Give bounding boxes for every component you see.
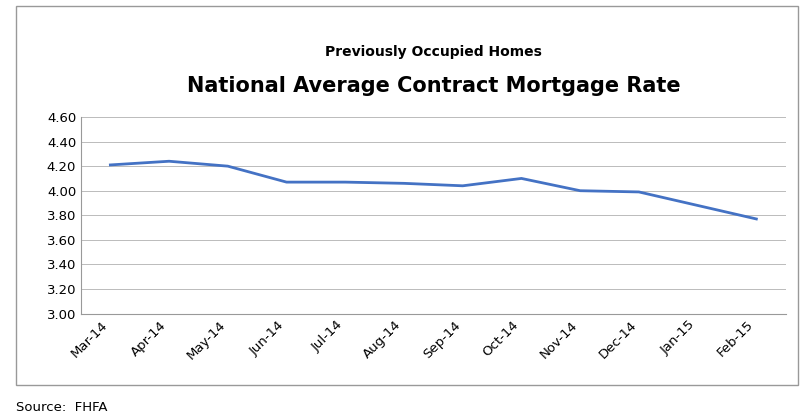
- Text: Source:  FHFA: Source: FHFA: [16, 401, 108, 414]
- Title: National Average Contract Mortgage Rate: National Average Contract Mortgage Rate: [186, 76, 680, 96]
- Text: Previously Occupied Homes: Previously Occupied Homes: [325, 45, 542, 59]
